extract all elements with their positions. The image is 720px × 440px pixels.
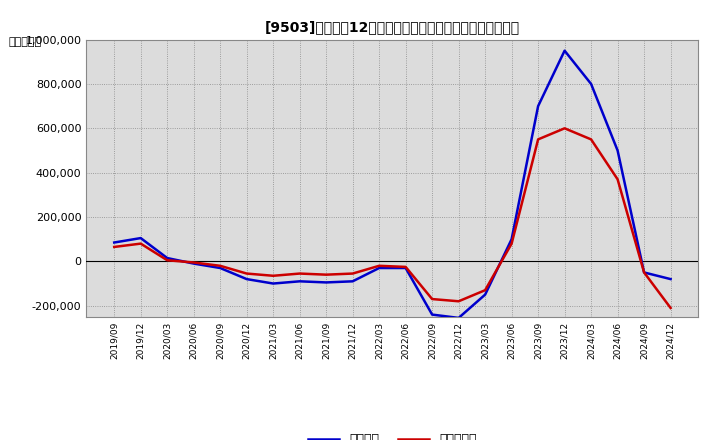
経常利益: [587, 81, 595, 87]
当期純利益: [587, 137, 595, 142]
経常利益: [454, 315, 463, 321]
当期純利益: [481, 288, 490, 293]
経常利益: [666, 276, 675, 282]
当期純利益: [189, 260, 198, 265]
経常利益: [613, 148, 622, 153]
経常利益: [428, 312, 436, 317]
当期純利益: [322, 272, 330, 277]
経常利益: [216, 265, 225, 271]
Line: 当期純利益: 当期純利益: [114, 128, 670, 308]
当期純利益: [269, 273, 277, 279]
当期純利益: [136, 241, 145, 246]
経常利益: [295, 279, 304, 284]
当期純利益: [216, 263, 225, 268]
経常利益: [322, 280, 330, 285]
Y-axis label: （百万円）: （百万円）: [9, 37, 42, 47]
Line: 経常利益: 経常利益: [114, 51, 670, 318]
当期純利益: [243, 271, 251, 276]
経常利益: [375, 265, 384, 271]
経常利益: [163, 255, 171, 260]
当期純利益: [428, 297, 436, 302]
経常利益: [481, 292, 490, 297]
経常利益: [560, 48, 569, 53]
当期純利益: [401, 264, 410, 270]
経常利益: [136, 235, 145, 241]
当期純利益: [613, 177, 622, 182]
当期純利益: [348, 271, 357, 276]
経常利益: [189, 261, 198, 266]
当期純利益: [295, 271, 304, 276]
当期純利益: [534, 137, 542, 142]
経常利益: [640, 270, 649, 275]
Legend: 経常利益, 当期純利益: 経常利益, 当期純利益: [303, 429, 482, 440]
当期純利益: [508, 241, 516, 246]
Title: [9503]　利益だ12か月移動合計の対前年同期増減額の推移: [9503] 利益だ12か月移動合計の対前年同期増減額の推移: [265, 20, 520, 34]
経常利益: [508, 237, 516, 242]
経常利益: [348, 279, 357, 284]
当期純利益: [375, 263, 384, 268]
経常利益: [534, 103, 542, 109]
当期純利益: [163, 257, 171, 263]
経常利益: [243, 276, 251, 282]
当期純利益: [640, 270, 649, 275]
当期純利益: [666, 305, 675, 311]
当期純利益: [560, 126, 569, 131]
当期純利益: [454, 299, 463, 304]
経常利益: [269, 281, 277, 286]
経常利益: [110, 240, 119, 245]
経常利益: [401, 265, 410, 271]
当期純利益: [110, 244, 119, 249]
